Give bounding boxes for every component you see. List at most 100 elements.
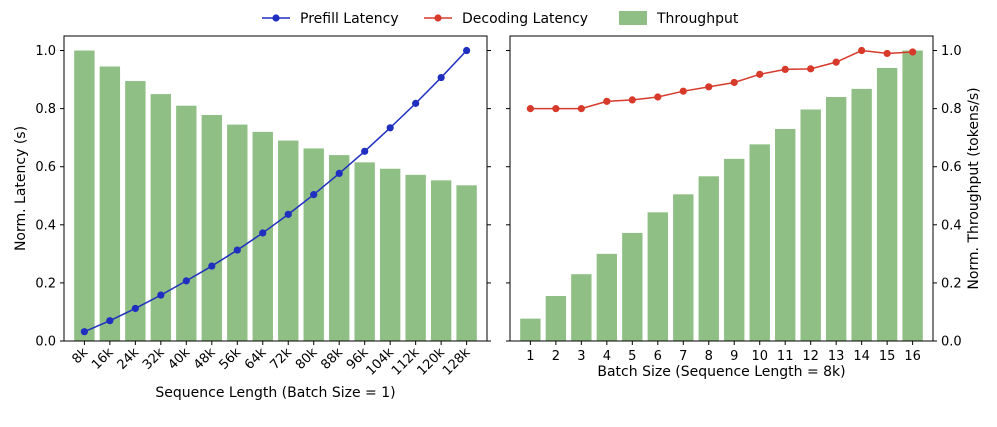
y-tick-label: 0.8 — [941, 102, 962, 117]
bar — [74, 50, 95, 342]
data-point — [463, 46, 471, 55]
bar — [647, 212, 668, 341]
data-point — [730, 78, 738, 87]
bar — [902, 50, 923, 342]
axes-frame — [509, 35, 934, 342]
x-tick-label: 5 — [628, 349, 636, 364]
data-point — [603, 97, 611, 105]
x-tick-label: 10 — [751, 349, 768, 364]
bar — [125, 81, 146, 342]
x-tick-label: 7 — [679, 349, 687, 364]
bar — [99, 66, 121, 341]
data-point — [883, 49, 891, 58]
legend-marker — [272, 14, 280, 22]
data-point — [756, 70, 764, 78]
data-point — [526, 105, 534, 113]
x-tick-label: 80k — [293, 345, 321, 373]
bar — [800, 109, 821, 341]
x-tick-label: 88k — [318, 345, 346, 373]
data-point — [310, 191, 318, 199]
bar — [430, 180, 452, 341]
series-line — [530, 49, 913, 110]
data-point — [858, 46, 866, 55]
bar — [545, 295, 567, 341]
bar — [749, 144, 770, 341]
data-point — [259, 229, 267, 237]
y-tick-label: 0.6 — [35, 160, 56, 175]
data-point — [157, 291, 165, 299]
bar — [698, 176, 719, 341]
bar — [278, 140, 299, 341]
x-tick-label: 14 — [853, 349, 870, 364]
x-tick-label: 48k — [191, 345, 219, 373]
bar — [354, 162, 375, 341]
x-tick-label: 15 — [879, 349, 896, 364]
bar — [775, 128, 796, 341]
data-point — [552, 105, 560, 113]
bar — [329, 155, 350, 341]
x-tick-label: 64k — [242, 345, 270, 373]
y-tick-label: 0.0 — [35, 335, 56, 350]
y-tick-label: 0.2 — [941, 276, 962, 291]
bar — [150, 94, 172, 341]
bar — [379, 168, 401, 341]
bar — [456, 185, 477, 341]
x-tick-label: 104k — [364, 345, 398, 379]
data-point — [80, 328, 88, 336]
data-point — [284, 210, 292, 218]
x-tick-label: 8k — [69, 345, 91, 367]
data-point — [182, 277, 190, 285]
data-point — [361, 147, 369, 155]
x-tick-label: 16 — [904, 349, 921, 364]
x-tick-label: 40k — [166, 345, 194, 373]
x-axis-label: Batch Size (Sequence Length = 8k) — [597, 364, 845, 380]
legend-label: Decoding Latency — [462, 11, 588, 27]
data-point — [679, 87, 687, 95]
x-tick-label: 1 — [526, 349, 534, 364]
y-axis-label: Norm. Latency (s) — [13, 126, 29, 251]
x-tick-label: 12 — [802, 349, 819, 364]
y-axis-label: Norm. Throughput (tokens/s) — [966, 87, 982, 289]
y-tick-label: 0.4 — [941, 218, 962, 233]
x-tick-label: 72k — [267, 345, 295, 373]
x-tick-label: 6 — [654, 349, 662, 364]
x-tick-label: 32k — [140, 345, 168, 373]
data-point — [412, 99, 420, 107]
data-point — [437, 73, 445, 82]
legend-label: Throughput — [656, 11, 739, 27]
bar — [724, 158, 745, 341]
bar — [303, 148, 324, 341]
data-point — [909, 48, 917, 56]
bar — [227, 124, 248, 341]
bar — [596, 253, 618, 341]
y-tick-label: 0.4 — [35, 218, 56, 233]
bar — [520, 318, 541, 341]
x-tick-label: 112k — [389, 345, 423, 379]
bar — [571, 274, 592, 341]
bar — [405, 174, 426, 341]
data-point — [807, 65, 815, 73]
data-point — [208, 262, 216, 270]
x-tick-label: 9 — [730, 349, 738, 364]
x-tick-label: 120k — [414, 345, 448, 379]
legend-label: Prefill Latency — [300, 11, 399, 27]
data-point — [654, 93, 662, 101]
data-point — [233, 246, 241, 254]
y-tick-label: 0.0 — [941, 335, 962, 350]
axes-frame — [63, 35, 488, 342]
y-tick-label: 0.2 — [35, 276, 56, 291]
bar — [876, 67, 898, 341]
bar — [176, 105, 197, 341]
x-tick-label: 2 — [552, 349, 560, 364]
x-tick-label: 56k — [216, 345, 244, 373]
bar — [201, 115, 222, 341]
x-tick-label: 128k — [440, 345, 474, 379]
x-tick-label: 24k — [115, 345, 143, 373]
legend: Prefill Latency Decoding Latency Throughpu… — [262, 11, 739, 27]
data-point — [386, 124, 394, 132]
y-tick-label: 1.0 — [35, 44, 56, 59]
data-point — [832, 58, 840, 66]
x-tick-label: 8 — [705, 349, 713, 364]
left-panel-sequence-length: 0.0 0.2 0.4 0.6 0.8 1.0 8k16k24k32k40k48k56k64… — [13, 35, 491, 401]
